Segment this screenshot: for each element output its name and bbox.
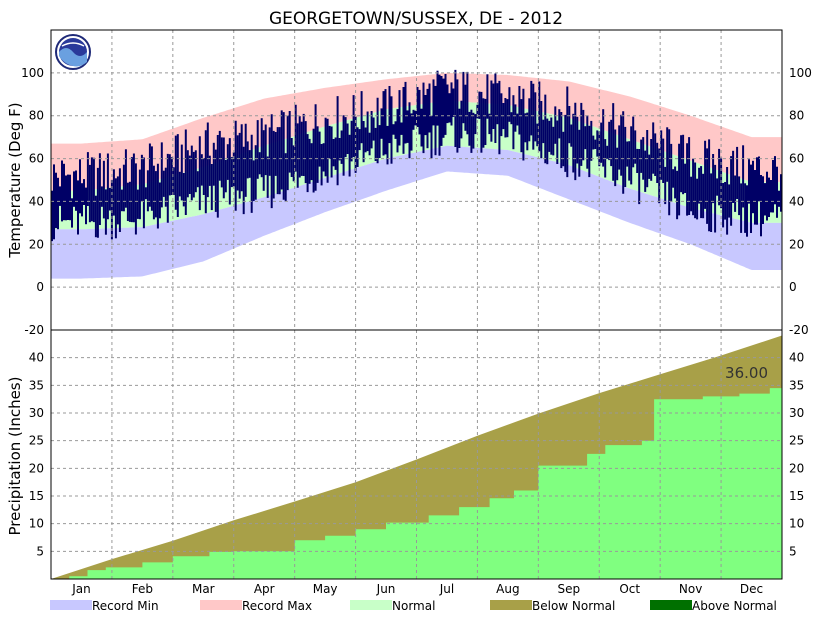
- month-label: Jan: [71, 582, 91, 596]
- precipitation-tick-label-right: 35: [789, 378, 804, 392]
- precipitation-tick-label-right: 20: [789, 461, 804, 475]
- temperature-tick-label-left: 100: [21, 66, 44, 80]
- legend-label: Below Normal: [532, 599, 615, 613]
- precipitation-tick-label-left: 40: [29, 351, 44, 365]
- temperature-axis-title: Temperature (Deg F): [6, 102, 24, 258]
- month-label: Jun: [376, 582, 396, 596]
- precipitation-total-label: 36.00: [725, 364, 768, 382]
- temperature-tick-label-left: 0: [36, 280, 44, 294]
- temperature-tick-label-right: 100: [789, 66, 812, 80]
- precipitation-tick-label-left: 15: [29, 489, 44, 503]
- legend-swatch: [650, 600, 692, 610]
- legend-swatch: [350, 600, 392, 610]
- month-label: Mar: [192, 582, 215, 596]
- month-label: Dec: [740, 582, 763, 596]
- temperature-tick-label-left: -20: [24, 323, 44, 337]
- record-min-band: [51, 145, 782, 279]
- temperature-tick-label-right: 80: [789, 109, 804, 123]
- legend-item: Record Max: [200, 599, 312, 613]
- precipitation-tick-label-right: 25: [789, 434, 804, 448]
- legend-item: Normal: [350, 599, 435, 613]
- precipitation-axis-title: Precipitation (Inches): [6, 377, 24, 536]
- legend: Record Min Record Max Normal Below Normal Ab…: [50, 599, 777, 613]
- chart-title: GEORGETOWN/SUSSEX, DE - 2012: [269, 9, 563, 29]
- temperature-panel: -20 0 20 40 60 80 100 -20 0 20 40 60 80 100 Temperat…: [6, 30, 812, 337]
- precipitation-tick-label-right: 5: [789, 544, 797, 558]
- legend-item: Record Min: [50, 599, 159, 613]
- precipitation-tick-label-right: 40: [789, 351, 804, 365]
- temperature-tick-label-right: -20: [789, 323, 809, 337]
- legend-label: Above Normal: [692, 599, 777, 613]
- month-label: Apr: [254, 582, 275, 596]
- temperature-tick-label-right: 0: [789, 280, 797, 294]
- month-label: Aug: [496, 582, 519, 596]
- observed-temperature-series: [51, 69, 782, 242]
- temperature-tick-label-left: 60: [29, 152, 44, 166]
- legend-item: Above Normal: [650, 599, 777, 613]
- temperature-tick-label-left: 40: [29, 194, 44, 208]
- temperature-tick-label-right: 60: [789, 152, 804, 166]
- month-label: Nov: [679, 582, 702, 596]
- month-label: May: [313, 582, 338, 596]
- month-label: Sep: [557, 582, 580, 596]
- temperature-tick-label-right: 20: [789, 237, 804, 251]
- legend-swatch: [50, 600, 92, 610]
- month-label: Jul: [439, 582, 454, 596]
- precipitation-tick-label-left: 35: [29, 378, 44, 392]
- legend-label: Record Min: [92, 599, 159, 613]
- legend-label: Normal: [392, 599, 435, 613]
- precipitation-tick-label-left: 10: [29, 517, 44, 531]
- month-label: Oct: [619, 582, 640, 596]
- precipitation-tick-label-right: 10: [789, 517, 804, 531]
- precipitation-panel: 5 10 15 20 25 30 35 40 5 10 15 20 25 30 35 40 Precipit…: [6, 330, 804, 579]
- legend-label: Record Max: [242, 599, 312, 613]
- temperature-tick-label-left: 80: [29, 109, 44, 123]
- precipitation-tick-label-left: 5: [36, 544, 44, 558]
- month-label: Feb: [132, 582, 153, 596]
- temperature-tick-label-right: 40: [789, 194, 804, 208]
- precipitation-tick-label-right: 15: [789, 489, 804, 503]
- legend-swatch: [490, 600, 532, 610]
- precipitation-tick-label-left: 20: [29, 461, 44, 475]
- temperature-tick-label-left: 20: [29, 237, 44, 251]
- legend-item: Below Normal: [490, 599, 615, 613]
- precipitation-frame: [50, 329, 783, 580]
- legend-swatch: [200, 600, 242, 610]
- precipitation-tick-label-left: 30: [29, 406, 44, 420]
- precipitation-tick-label-left: 25: [29, 434, 44, 448]
- precipitation-tick-label-right: 30: [789, 406, 804, 420]
- noaa-logo: [55, 34, 91, 70]
